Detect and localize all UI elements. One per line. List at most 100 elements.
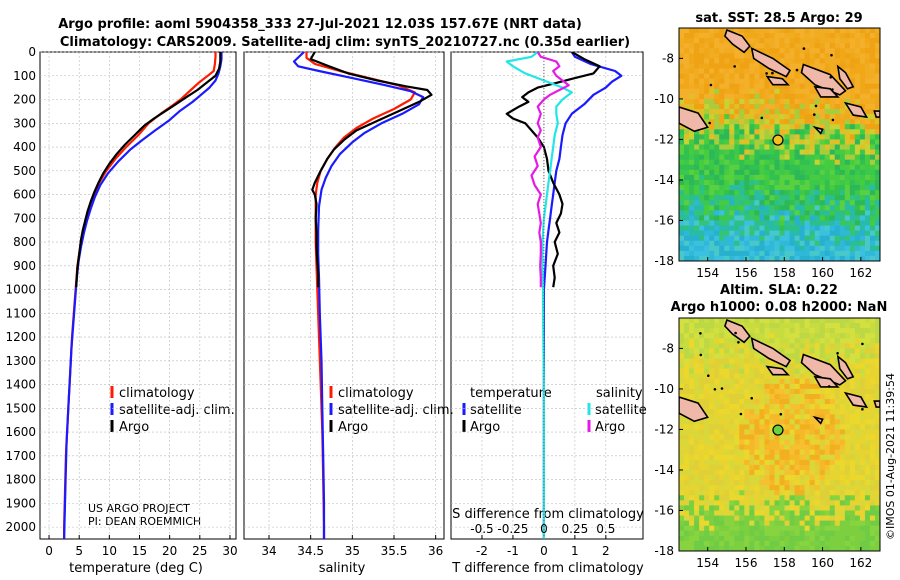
map-cell — [809, 419, 816, 425]
map-cell — [744, 129, 750, 135]
map-cell — [709, 338, 715, 344]
map-cell — [809, 98, 816, 105]
map-cell — [864, 43, 871, 49]
map-cell — [689, 33, 695, 39]
map-cell — [759, 515, 765, 522]
map-cell — [699, 490, 705, 496]
map-cell — [704, 109, 710, 115]
map-cell — [739, 230, 745, 237]
map-cell — [794, 119, 801, 125]
map-cell — [804, 88, 811, 95]
map-cell — [704, 495, 710, 501]
map-cell — [854, 134, 861, 140]
map-cell — [809, 144, 816, 150]
map-cell — [799, 419, 806, 425]
map-cell — [784, 119, 790, 125]
map-cell — [739, 318, 745, 324]
map-cell — [729, 48, 735, 54]
map-cell — [714, 159, 720, 166]
map-cell — [699, 454, 705, 461]
map-cell — [819, 235, 826, 242]
map-cell — [719, 53, 725, 59]
map-cell — [869, 495, 876, 501]
map-cell — [824, 520, 831, 527]
map-cell — [824, 68, 831, 74]
map-cell — [844, 164, 851, 171]
map-cell — [809, 103, 816, 110]
map-cell — [824, 245, 831, 252]
map-cell — [829, 459, 836, 466]
map-cell — [774, 33, 780, 39]
map-cell — [844, 540, 851, 547]
map-cell — [854, 343, 861, 349]
map-cell — [774, 510, 780, 516]
map-cell — [724, 515, 730, 522]
map-cell — [719, 124, 725, 130]
map-cell — [684, 190, 690, 196]
map-cell — [874, 505, 880, 511]
map-cell — [734, 83, 740, 90]
map-cell — [704, 43, 710, 49]
map-cell — [834, 159, 841, 166]
map-cell — [729, 93, 735, 100]
map-cell — [704, 378, 710, 385]
map-cell — [824, 179, 831, 186]
map-cell — [744, 530, 750, 537]
map-cell — [864, 230, 871, 237]
map-cell — [739, 103, 745, 110]
map-cell — [764, 48, 770, 54]
map-cell — [799, 174, 806, 181]
map-cell — [714, 363, 720, 370]
map-cell — [839, 109, 846, 115]
map-cell — [794, 93, 801, 100]
x-tick-label: 30 — [222, 544, 237, 558]
map-cell — [689, 343, 695, 349]
map-cell — [874, 225, 880, 232]
map-cell — [724, 225, 730, 232]
map-cell — [714, 68, 720, 74]
map-cell — [714, 328, 720, 334]
map-cell — [754, 88, 760, 95]
map-cell — [724, 185, 730, 191]
map-cell — [839, 139, 846, 145]
map-cell — [814, 215, 821, 221]
map-cell — [824, 114, 831, 120]
map-cell — [814, 353, 821, 359]
map-cell — [724, 388, 730, 395]
map-cell — [764, 159, 770, 166]
map-cell — [724, 73, 730, 80]
map-cell — [859, 38, 866, 44]
map-cell — [694, 393, 700, 400]
map-cell — [869, 255, 876, 261]
map-cell — [804, 58, 811, 64]
map-cell — [809, 333, 816, 339]
map-cell — [814, 169, 821, 176]
map-cell — [804, 164, 811, 171]
map-cell — [819, 429, 826, 435]
map-cell — [689, 139, 695, 145]
map-cell — [764, 429, 770, 435]
map-cell — [789, 424, 795, 430]
map-cell — [864, 159, 871, 166]
map-cell — [804, 78, 811, 85]
map-cell — [794, 434, 801, 440]
reef-dot — [802, 47, 806, 50]
series-line-s-argo — [530, 52, 570, 288]
map-cell — [849, 515, 856, 522]
map-cell — [784, 449, 790, 456]
map-cell — [769, 424, 775, 430]
map-cell — [819, 530, 826, 537]
map-cell — [854, 424, 861, 430]
island — [873, 110, 880, 118]
map-cell — [829, 444, 836, 451]
map-cell — [769, 510, 775, 516]
map-cell — [814, 48, 821, 54]
map-cell — [764, 545, 770, 551]
map-cell — [734, 215, 740, 221]
temperature-series — [62, 52, 223, 539]
map-cell — [749, 103, 755, 110]
map-cell — [739, 393, 745, 400]
map-cell — [754, 500, 760, 506]
map-cell — [719, 255, 725, 261]
map-cell — [824, 500, 831, 506]
